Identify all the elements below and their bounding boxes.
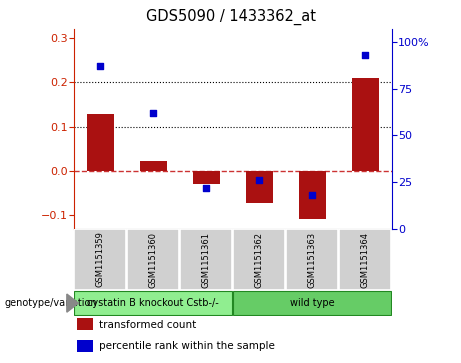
Point — [308, 192, 316, 198]
Bar — [352, 78, 378, 171]
FancyBboxPatch shape — [233, 229, 285, 290]
Bar — [246, 171, 272, 203]
Bar — [87, 114, 113, 171]
Text: GSM1151363: GSM1151363 — [308, 232, 317, 287]
Bar — [77, 318, 93, 330]
Text: percentile rank within the sample: percentile rank within the sample — [99, 341, 275, 351]
Text: GSM1151362: GSM1151362 — [255, 232, 264, 287]
Point — [149, 110, 157, 116]
Point — [202, 185, 210, 191]
Polygon shape — [67, 294, 78, 312]
Bar — [77, 340, 93, 352]
Point — [255, 177, 263, 183]
Point — [96, 64, 104, 69]
Point — [361, 52, 369, 58]
Text: GDS5090 / 1433362_at: GDS5090 / 1433362_at — [146, 9, 315, 25]
Bar — [299, 171, 325, 219]
FancyBboxPatch shape — [74, 291, 232, 315]
FancyBboxPatch shape — [74, 229, 126, 290]
Text: GSM1151359: GSM1151359 — [96, 232, 105, 287]
FancyBboxPatch shape — [339, 229, 391, 290]
Text: transformed count: transformed count — [99, 319, 196, 330]
FancyBboxPatch shape — [286, 229, 338, 290]
Text: cystatin B knockout Cstb-/-: cystatin B knockout Cstb-/- — [88, 298, 219, 307]
Text: GSM1151364: GSM1151364 — [361, 232, 370, 287]
FancyBboxPatch shape — [233, 291, 391, 315]
Text: wild type: wild type — [290, 298, 335, 307]
Text: genotype/variation: genotype/variation — [5, 298, 97, 308]
FancyBboxPatch shape — [127, 229, 179, 290]
Text: GSM1151361: GSM1151361 — [202, 232, 211, 287]
Bar — [140, 161, 166, 171]
Text: GSM1151360: GSM1151360 — [149, 232, 158, 287]
Bar — [193, 171, 219, 184]
FancyBboxPatch shape — [180, 229, 232, 290]
